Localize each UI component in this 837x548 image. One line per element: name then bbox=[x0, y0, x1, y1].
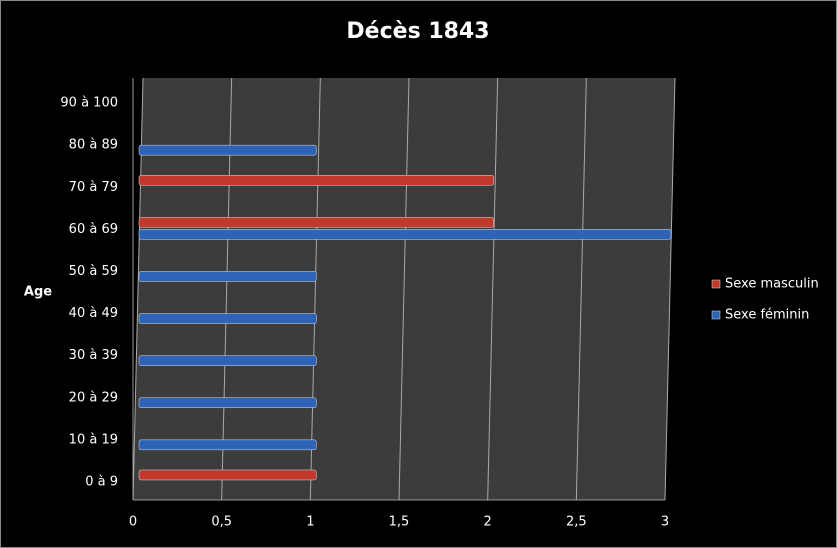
bar bbox=[138, 271, 317, 282]
y-tick-label: 0 à 9 bbox=[85, 474, 118, 489]
y-tick-label: 80 à 89 bbox=[69, 138, 118, 153]
bar bbox=[138, 469, 317, 481]
chart-title: Décès 1843 bbox=[346, 19, 489, 44]
x-tick-label: 2,5 bbox=[566, 515, 587, 530]
bar bbox=[138, 144, 317, 156]
x-tick-label: 0 bbox=[129, 515, 137, 530]
bar bbox=[138, 175, 494, 186]
bar bbox=[138, 217, 494, 228]
grid-line bbox=[309, 77, 321, 501]
x-tick-label: 3 bbox=[661, 515, 669, 530]
grid-line bbox=[398, 77, 410, 501]
y-tick-label: 20 à 29 bbox=[69, 390, 118, 405]
y-tick-label: 40 à 49 bbox=[69, 306, 118, 321]
x-tick-label: 1,5 bbox=[389, 515, 410, 530]
legend-label: Sexe masculin bbox=[725, 277, 819, 292]
x-tick-label: 2 bbox=[484, 515, 492, 530]
bar bbox=[138, 397, 317, 408]
y-tick-label: 90 à 100 bbox=[60, 96, 118, 111]
y-tick-label: 10 à 19 bbox=[69, 432, 118, 447]
bar bbox=[138, 229, 672, 240]
legend-label: Sexe féminin bbox=[725, 308, 809, 323]
bar bbox=[138, 439, 317, 451]
bar bbox=[138, 313, 317, 324]
legend-swatch bbox=[711, 279, 721, 289]
bar bbox=[138, 355, 317, 366]
grid-line bbox=[575, 77, 587, 501]
x-tick-label: 1 bbox=[306, 515, 314, 530]
y-tick-label: 30 à 39 bbox=[69, 348, 118, 363]
grid-line bbox=[664, 77, 676, 501]
y-tick-label: 70 à 79 bbox=[69, 180, 118, 195]
x-tick-label: 0,5 bbox=[211, 515, 232, 530]
y-tick-label: 50 à 59 bbox=[69, 264, 118, 279]
legend-swatch bbox=[711, 310, 721, 320]
y-tick-label: 60 à 69 bbox=[69, 222, 118, 237]
y-axis-title: Age bbox=[24, 285, 52, 300]
grid-line bbox=[487, 77, 499, 501]
